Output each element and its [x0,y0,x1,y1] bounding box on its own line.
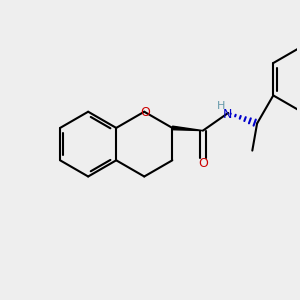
Text: O: O [140,106,150,119]
Text: N: N [223,108,232,121]
Text: H: H [217,101,225,112]
Text: O: O [198,157,208,170]
Polygon shape [172,126,203,130]
